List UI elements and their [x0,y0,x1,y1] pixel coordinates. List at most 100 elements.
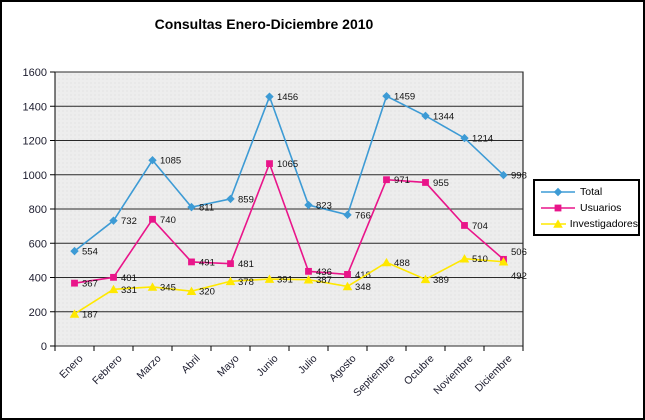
data-label: 387 [316,275,332,286]
data-point-marker [227,260,234,268]
data-label: 1344 [433,111,454,122]
data-point-marker [264,274,275,283]
legend-label: Investigadores [569,217,638,230]
data-point-marker [71,279,78,287]
x-axis-tick-label: Octubre [402,353,437,388]
x-axis-tick-label: Mayo [215,353,242,380]
legend-swatch-square-icon [541,204,575,211]
data-label: 1214 [472,134,493,145]
data-label: 1456 [277,92,298,103]
x-axis-tick-label: Noviembre [431,353,475,397]
data-label: 345 [160,282,176,293]
legend-item-investigadores: Investigadores [540,216,638,231]
y-axis-tick-label: 1600 [23,67,47,79]
data-point-marker [383,176,390,184]
data-label: 811 [199,203,214,214]
x-axis-tick-label: Febrero [90,353,125,388]
data-point-marker [382,91,391,101]
data-label: 418 [355,270,371,281]
data-point-marker [553,187,563,196]
data-label: 704 [472,221,488,232]
data-label: 401 [121,273,137,284]
x-axis-tick-label: Agosto [327,353,359,385]
data-point-marker [226,194,235,204]
data-label: 732 [121,216,137,227]
data-point-marker [344,271,351,278]
legend-label: Total [580,185,603,198]
data-point-marker [147,282,158,291]
data-point-marker [554,204,562,211]
data-point-marker [460,133,469,143]
data-point-marker [266,160,273,168]
data-point-marker [422,179,429,186]
data-label: 998 [511,171,527,182]
data-point-marker [70,246,79,256]
data-label: 436 [316,267,332,278]
data-label: 320 [199,287,215,298]
data-point-marker [461,222,468,229]
data-point-marker [459,254,470,263]
data-label: 331 [121,285,137,296]
data-label: 823 [316,201,332,212]
data-point-marker [343,210,352,220]
series-line [74,257,504,315]
data-point-marker [381,257,392,267]
data-point-marker [420,274,431,284]
series-usuarios: 367 401 740 491 481 1065 436 418 971 955 704 506 [71,159,527,290]
data-label: 510 [472,254,488,265]
data-label: 1459 [394,92,415,103]
data-point-marker [305,267,312,275]
data-point-marker [148,155,157,165]
y-axis-tick-label: 800 [29,204,47,216]
data-point-marker [499,170,508,180]
data-label: 187 [82,309,98,320]
y-axis-tick-label: 1200 [23,136,47,148]
y-axis-tick-label: 1400 [23,101,47,113]
x-axis-tick-label: Abril [179,353,202,376]
data-label: 367 [82,279,98,290]
data-point-marker [108,284,119,294]
data-label: 348 [355,282,371,293]
legend-swatch-diamond-icon [541,187,575,196]
x-axis: Enero Febrero Marzo Abril Mayo Junio Julio Agos… [54,346,524,399]
data-point-marker [109,216,118,225]
data-point-marker [110,273,117,281]
series-line [74,94,505,252]
data-label: 391 [277,275,293,286]
y-axis: 0 200 400 600 800 1000 1200 1400 1600 [23,67,523,353]
chart-title: Consultas Enero-Diciembre 2010 [154,16,374,32]
data-point-marker [421,111,430,121]
series-investigadores: 187 331 345 320 378 391 387 348 488 389 510 492 [69,254,527,320]
data-label: 506 [511,247,527,258]
data-label: 492 [511,271,527,282]
data-label: 740 [160,215,176,226]
data-label: 766 [355,210,371,221]
x-axis-tick-label: Enero [57,353,85,381]
data-label: 971 [394,175,410,186]
data-label: 481 [238,259,254,270]
data-point-marker [553,218,563,228]
y-axis-tick-label: 1000 [23,170,47,182]
data-point-marker [149,215,156,223]
data-label: 491 [199,257,215,268]
x-axis-tick-label: Marzo [134,353,163,382]
data-point-marker [188,258,195,266]
legend-label: Usuarios [580,201,622,214]
y-axis-tick-label: 400 [29,273,47,285]
y-axis-tick-label: 200 [29,307,47,319]
y-axis-tick-label: 0 [41,341,47,353]
data-label: 1065 [277,159,298,170]
data-point-marker [187,202,196,212]
data-point-marker [69,309,80,318]
data-label: 389 [433,275,449,286]
data-point-marker [342,281,353,291]
legend: Total Usuarios Investigadores [533,179,640,236]
series-total: 554 732 1085 811 859 1456 823 766 1459 1344 1214 99… [70,92,527,258]
data-label: 859 [238,194,254,205]
x-axis-tick-label: Diciembre [473,353,515,395]
data-point-marker [186,286,197,295]
data-label: 488 [394,258,410,269]
x-axis-tick-label: Junio [254,353,280,379]
